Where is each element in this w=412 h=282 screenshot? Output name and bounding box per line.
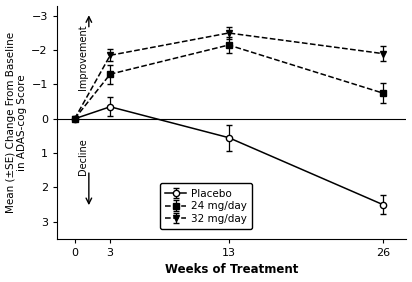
Y-axis label: Mean (±SE) Change From Baseline
in ADAS-cog Score: Mean (±SE) Change From Baseline in ADAS-… <box>5 32 27 213</box>
Text: Improvement: Improvement <box>78 24 88 90</box>
Legend: Placebo, 24 mg/day, 32 mg/day: Placebo, 24 mg/day, 32 mg/day <box>160 183 252 229</box>
X-axis label: Weeks of Treatment: Weeks of Treatment <box>165 263 298 276</box>
Text: Decline: Decline <box>78 138 88 175</box>
